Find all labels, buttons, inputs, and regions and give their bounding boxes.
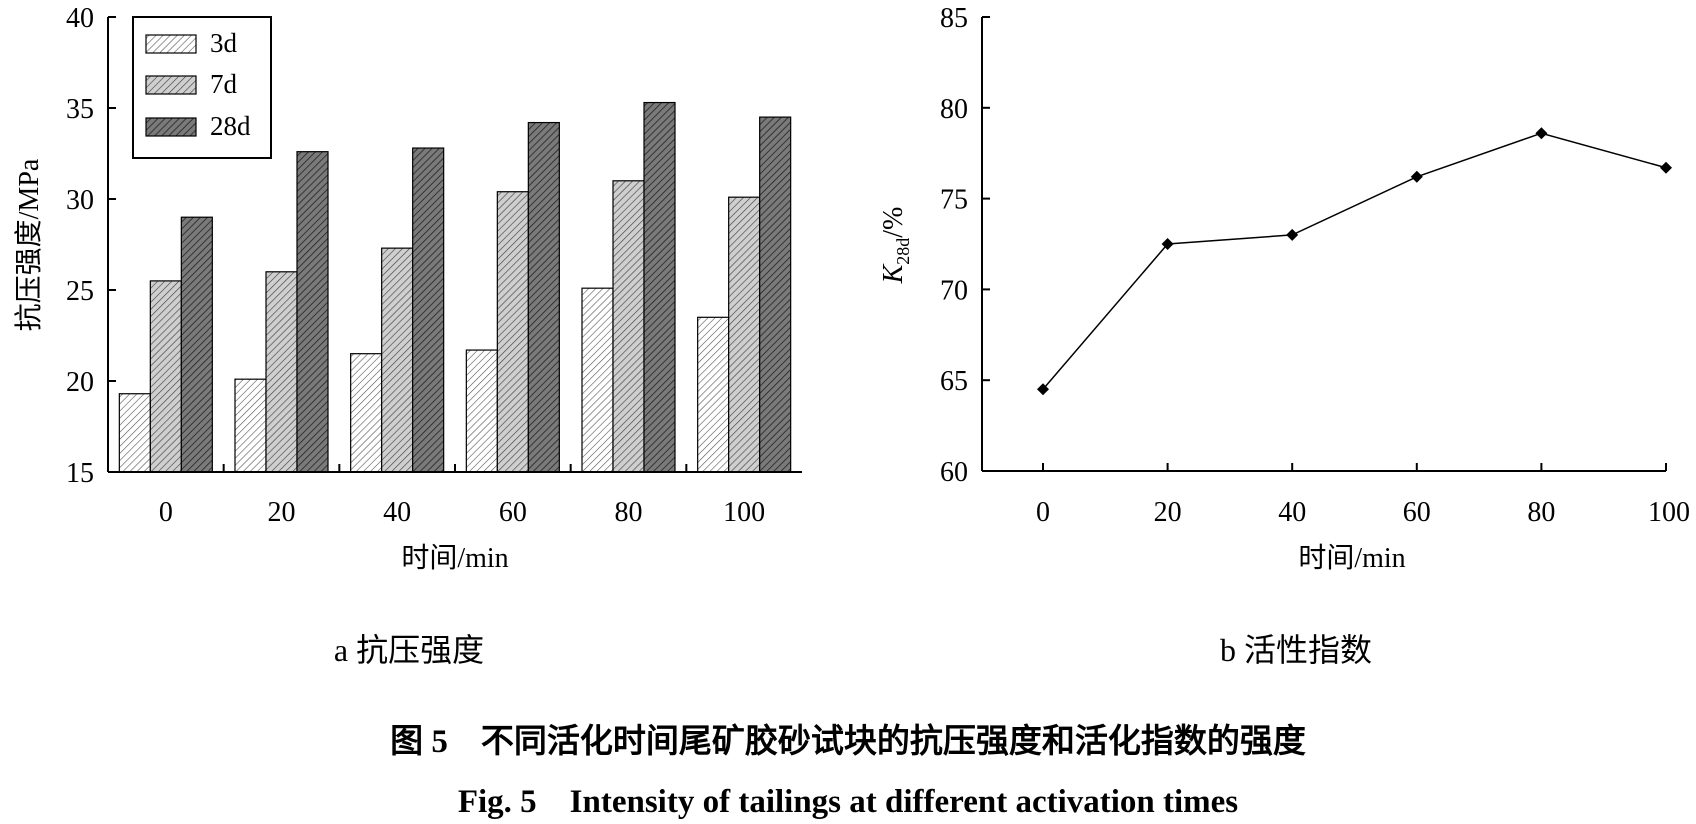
y-tick-label: 15	[66, 458, 94, 489]
bar-7d-60	[496, 191, 529, 473]
y-tick-label: 30	[66, 185, 94, 216]
bar-3d-60	[465, 349, 498, 473]
bar-28d-20	[296, 151, 329, 473]
y-tick-label: 75	[940, 185, 968, 216]
bar-3d-100	[697, 316, 730, 473]
y-axis-label: K28d/%	[878, 207, 913, 285]
y-ticks: 15 20 25 30 35 40	[66, 3, 116, 489]
x-tick-label: 60	[1403, 497, 1431, 528]
y-tick-label: 20	[66, 367, 94, 398]
y-axis-label-unit: /%	[878, 207, 909, 238]
y-tick-label: 60	[940, 457, 968, 488]
compressive-strength-bar-chart: 15 20 25 30 35 40 0 20 40 60 80 100 时间/min 抗压强度/MP…	[13, 3, 802, 668]
x-tick-label: 100	[723, 497, 765, 528]
x-tick-label: 80	[1527, 497, 1555, 528]
legend-swatch-28d	[145, 117, 197, 137]
y-axis-label-k: K	[878, 263, 909, 284]
bar-7d-100	[728, 196, 761, 473]
legend: 3d 7d 28d	[132, 16, 272, 159]
x-axis-label: 时间/min	[1298, 542, 1405, 574]
bar-28d-0	[180, 216, 213, 473]
legend-label-7d: 7d	[210, 69, 238, 99]
legend-label-28d: 28d	[210, 111, 251, 141]
x-tick-label: 40	[1278, 497, 1306, 528]
bar-3d-0	[118, 393, 151, 473]
x-tick-label: 20	[1154, 497, 1182, 528]
x-ticks: 0 20 40 60 80 100	[159, 464, 765, 528]
subfigure-label-a: a 抗压强度	[334, 632, 484, 668]
x-tick-label: 0	[1036, 497, 1050, 528]
bar-28d-100	[759, 116, 792, 473]
data-point-100	[1660, 161, 1672, 174]
legend-swatch-3d	[145, 34, 197, 54]
bar-28d-40	[412, 147, 445, 473]
bar-3d-80	[581, 287, 614, 473]
bar-3d-40	[350, 353, 383, 473]
legend-label-3d: 3d	[210, 28, 238, 58]
caption-english: Fig. 5 Intensity of tailings at differen…	[458, 784, 1238, 820]
y-tick-label: 40	[66, 3, 94, 34]
series-line	[1042, 132, 1667, 390]
data-point-20	[1161, 238, 1174, 250]
y-tick-label: 70	[940, 275, 968, 306]
x-tick-label: 80	[615, 497, 643, 528]
x-tick-label: 40	[383, 497, 411, 528]
y-tick-label: 85	[940, 3, 968, 34]
x-ticks: 0 20 40 60 80 100	[1036, 463, 1690, 528]
y-ticks: 60 65 70 75 80 85	[940, 3, 990, 488]
bar-28d-60	[527, 121, 560, 473]
x-tick-label: 20	[268, 497, 296, 528]
x-tick-label: 100	[1648, 497, 1690, 528]
y-tick-label: 80	[940, 94, 968, 125]
x-tick-label: 0	[159, 497, 173, 528]
data-point-40	[1286, 228, 1299, 241]
y-axis-label: 抗压强度/MPa	[13, 158, 45, 331]
y-tick-label: 25	[66, 276, 94, 307]
data-point-80	[1535, 127, 1548, 140]
bar-group	[118, 101, 792, 473]
data-point-60	[1410, 170, 1423, 183]
bar-28d-80	[643, 101, 676, 473]
data-points	[1037, 127, 1672, 396]
y-tick-label: 65	[940, 366, 968, 397]
data-point-0	[1037, 383, 1049, 396]
bar-3d-20	[234, 378, 267, 473]
bar-7d-0	[149, 280, 182, 473]
y-axis-label-subscript: 28d	[893, 238, 913, 265]
bar-7d-80	[612, 180, 645, 473]
x-axis-label: 时间/min	[401, 542, 508, 574]
x-tick-label: 60	[499, 497, 527, 528]
subfigure-label-b: b 活性指数	[1220, 632, 1372, 668]
bar-7d-40	[381, 247, 414, 473]
y-tick-label: 35	[66, 94, 94, 125]
bar-7d-20	[265, 271, 298, 473]
caption-chinese: 图 5 不同活化时间尾矿胶砂试块的抗压强度和活化指数的强度	[390, 722, 1306, 760]
legend-swatch-7d	[145, 75, 197, 95]
